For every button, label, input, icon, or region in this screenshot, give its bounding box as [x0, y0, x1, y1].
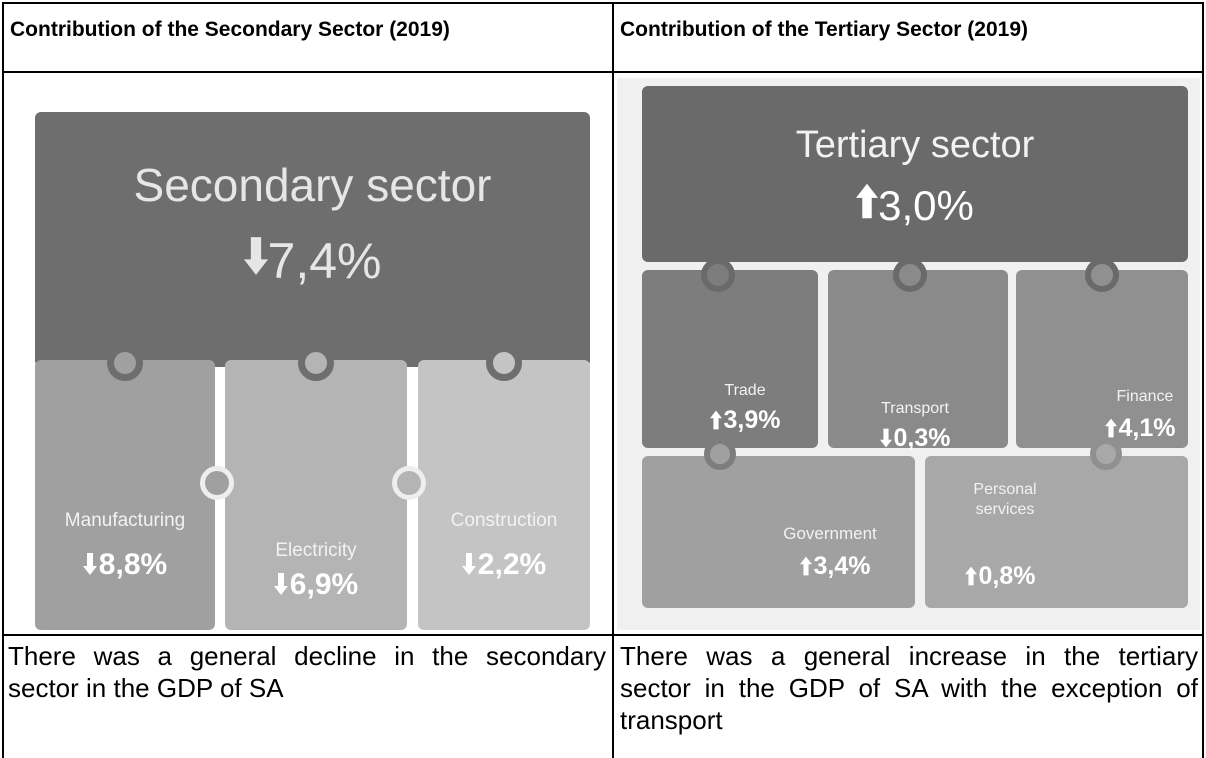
sector-panel [35, 112, 590, 367]
up-arrow [964, 566, 977, 585]
item-label: Government [783, 524, 877, 543]
up-arrow [856, 183, 879, 219]
connector [1090, 438, 1122, 470]
table-border [2, 2, 4, 758]
sector-change: 3,0% [642, 182, 1188, 230]
tile [35, 360, 215, 630]
item-label: Electricity [275, 540, 357, 561]
change-value: 3,9% [723, 406, 781, 434]
up-arrow [709, 410, 722, 429]
note: There was a general decline in the secon… [8, 641, 606, 703]
sector-panel [642, 86, 1188, 262]
note: There was a general increase in the tert… [620, 641, 1198, 735]
connector [486, 345, 522, 381]
down-arrow [461, 553, 476, 575]
item-change: 0,3% [860, 424, 970, 453]
item-label: Finance [1116, 388, 1174, 405]
item-label: Personal services [973, 481, 1037, 518]
tile [642, 456, 915, 608]
change-value: 4,1% [1118, 414, 1176, 442]
change-value: 3,4% [813, 552, 871, 580]
down-arrow [82, 553, 97, 575]
column-header: Contribution of the Tertiary Sector (201… [620, 18, 1028, 41]
connector [298, 345, 334, 381]
table-border [2, 634, 1204, 636]
tile [642, 270, 818, 448]
up-arrow [1104, 418, 1117, 437]
change-value: 3,0% [878, 182, 974, 229]
down-arrow [243, 237, 268, 275]
item-label: Manufacturing [64, 510, 186, 531]
item-change: 2,2% [418, 548, 590, 582]
change-value: 6,9% [289, 568, 359, 601]
item-change: 0,8% [950, 562, 1050, 591]
sector-change: 7,4% [35, 232, 590, 290]
up-arrow [799, 556, 812, 575]
change-value: 7,4% [267, 233, 382, 289]
table-border [2, 2, 1204, 4]
connector [704, 438, 736, 470]
table-border [1202, 2, 1204, 758]
item-change: 6,9% [225, 568, 407, 602]
connector [392, 466, 426, 500]
table-border [612, 2, 614, 758]
tile [418, 360, 590, 630]
connector [107, 345, 143, 381]
item-label: Construction [450, 510, 558, 531]
down-arrow [879, 428, 892, 447]
tile [225, 360, 407, 630]
table-border [2, 71, 1204, 73]
sector-title: Tertiary sector [795, 124, 1035, 166]
down-arrow [273, 573, 288, 595]
item-change: 4,1% [1090, 414, 1190, 443]
change-value: 2,2% [477, 548, 547, 581]
connector [200, 466, 234, 500]
connector [1085, 258, 1119, 292]
column-header: Contribution of the Secondary Sector (20… [10, 18, 450, 41]
connector [701, 258, 735, 292]
sector-title: Secondary sector [133, 159, 492, 211]
tile [828, 270, 1008, 448]
change-value: 0,8% [978, 562, 1036, 590]
item-change: 3,4% [780, 552, 890, 581]
item-label: Trade [724, 382, 766, 399]
change-value: 8,8% [98, 548, 168, 581]
change-value: 0,3% [893, 424, 951, 452]
item-change: 8,8% [30, 548, 220, 582]
tile [1016, 270, 1188, 448]
item-label: Transport [881, 400, 949, 417]
item-change: 3,9% [700, 406, 790, 435]
connector [893, 258, 927, 292]
